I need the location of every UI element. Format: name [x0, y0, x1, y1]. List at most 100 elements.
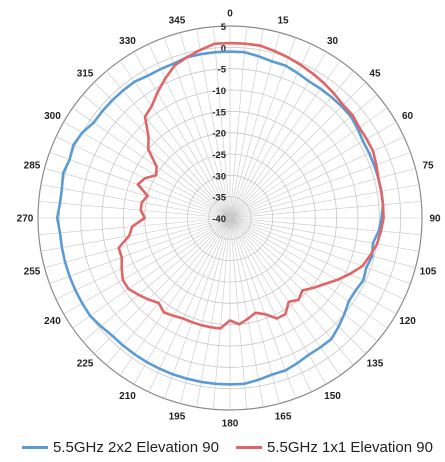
- grid-spoke: [49, 217, 231, 284]
- grid-spoke: [72, 107, 231, 219]
- grid-spoke: [196, 28, 231, 219]
- grid-spoke: [229, 217, 411, 284]
- legend-item-1x1: 5.5GHz 1x1 Elevation 90: [236, 439, 433, 456]
- grid-spoke: [40, 217, 231, 252]
- grid-spoke: [82, 217, 231, 342]
- grid-spoke: [106, 70, 231, 219]
- grid-spoke: [229, 70, 354, 219]
- angle-tick-label: 270: [17, 214, 34, 225]
- angle-tick-label: 255: [24, 267, 41, 278]
- angle-tick-label: 105: [420, 267, 437, 278]
- grid-spoke: [229, 217, 416, 268]
- angle-tick-label: 285: [24, 160, 41, 171]
- grid-spoke: [229, 28, 264, 219]
- grid-spoke: [229, 184, 420, 219]
- grid-spoke: [229, 107, 388, 219]
- grid-spoke: [180, 217, 231, 404]
- grid-spoke: [164, 217, 231, 399]
- angle-tick-label: 180: [222, 419, 239, 430]
- grid-spoke: [55, 217, 231, 300]
- grid-spoke: [133, 51, 231, 219]
- grid-spoke: [229, 217, 341, 376]
- angle-tick-label: 165: [275, 412, 292, 423]
- angular-grid-spokes: [38, 26, 422, 410]
- grid-spoke: [164, 37, 231, 219]
- grid-spoke: [180, 32, 231, 219]
- radial-tick-label: -15: [212, 107, 226, 118]
- grid-spoke: [44, 217, 231, 268]
- polar-chart: 50-5-10-15-20-25-30-35-40 01530456075901…: [17, 9, 441, 430]
- radial-tick-label: -40: [212, 214, 226, 225]
- radial-tick-label: 0: [221, 43, 226, 54]
- grid-spoke: [72, 217, 231, 329]
- grid-spoke: [229, 43, 312, 219]
- grid-spoke: [40, 184, 231, 219]
- grid-spoke: [229, 37, 296, 219]
- angle-tick-label: 15: [277, 15, 289, 26]
- series-line-1x1: [117, 41, 385, 330]
- grid-spoke: [212, 26, 231, 219]
- legend-label-1x1: 5.5GHz 1x1 Elevation 90: [267, 439, 433, 456]
- radial-tick-label: -35: [212, 193, 226, 204]
- angle-tick-label: 240: [44, 316, 61, 327]
- grid-spoke: [229, 60, 341, 219]
- angle-tick-label: 75: [422, 160, 434, 171]
- grid-spoke: [94, 82, 231, 219]
- grid-spoke: [229, 32, 280, 219]
- radial-tick-label: -20: [212, 129, 226, 140]
- grid-spoke: [63, 121, 231, 219]
- grid-spoke: [229, 217, 422, 236]
- grid-spoke: [229, 217, 327, 385]
- grid-spoke: [229, 217, 296, 399]
- grid-spoke: [229, 26, 248, 219]
- radial-tick-label: -25: [212, 150, 226, 161]
- legend-swatch-2x2: [22, 446, 48, 449]
- grid-spoke: [229, 217, 264, 408]
- grid-spoke: [119, 217, 231, 376]
- angle-tick-label: 195: [169, 412, 186, 423]
- grid-spoke: [229, 217, 312, 393]
- grid-spoke: [106, 217, 231, 366]
- grid-spoke: [229, 136, 405, 219]
- legend-item-2x2: 5.5GHz 2x2 Elevation 90: [22, 439, 219, 456]
- angle-tick-label: 45: [369, 69, 381, 80]
- grid-spoke: [229, 217, 280, 404]
- series-lines: [55, 41, 385, 386]
- radial-tick-labels: 5 0 -5 -10 -15 -20 -25 -30 -35 -40: [212, 22, 226, 225]
- grid-spoke: [229, 217, 420, 252]
- grid-spoke: [55, 136, 231, 219]
- angle-tick-label: 120: [399, 316, 416, 327]
- radial-tick-label: -5: [218, 65, 227, 76]
- angle-tick-label: 315: [77, 69, 94, 80]
- angle-tick-label: 135: [367, 358, 384, 369]
- grid-spoke: [229, 217, 405, 300]
- angle-tick-labels: 0 15 30 45 60 75 90 105 120 135 150 165 180 195 210 225…: [17, 9, 441, 430]
- grid-spoke: [119, 60, 231, 219]
- grid-spoke: [229, 217, 354, 366]
- angle-tick-label: 60: [402, 111, 414, 122]
- grid-spoke: [94, 217, 231, 354]
- grid-spoke: [196, 217, 231, 408]
- grid-spoke: [229, 217, 378, 342]
- grid-spoke: [212, 217, 231, 410]
- grid-spoke: [229, 200, 422, 219]
- angle-tick-label: 300: [44, 111, 61, 122]
- grid-spoke: [133, 217, 231, 385]
- radial-tick-label: -30: [212, 171, 226, 182]
- series-line-2x2: [55, 50, 385, 386]
- radial-tick-label: 5: [221, 22, 227, 33]
- angle-tick-label: 330: [119, 36, 136, 47]
- angle-tick-label: 0: [227, 9, 233, 20]
- legend-label-2x2: 5.5GHz 2x2 Elevation 90: [53, 439, 219, 456]
- legend: 5.5GHz 2x2 Elevation 90 5.5GHz 1x1 Eleva…: [0, 439, 445, 461]
- grid-spoke: [148, 217, 231, 393]
- grid-spoke: [148, 43, 231, 219]
- grid-spoke: [229, 51, 327, 219]
- grid-spoke: [229, 152, 411, 219]
- angle-tick-label: 225: [77, 358, 94, 369]
- grid-spoke: [229, 217, 248, 410]
- angle-tick-label: 90: [429, 214, 441, 225]
- grid-spoke: [229, 217, 366, 354]
- angle-tick-label: 150: [324, 391, 341, 402]
- angle-tick-label: 210: [119, 391, 136, 402]
